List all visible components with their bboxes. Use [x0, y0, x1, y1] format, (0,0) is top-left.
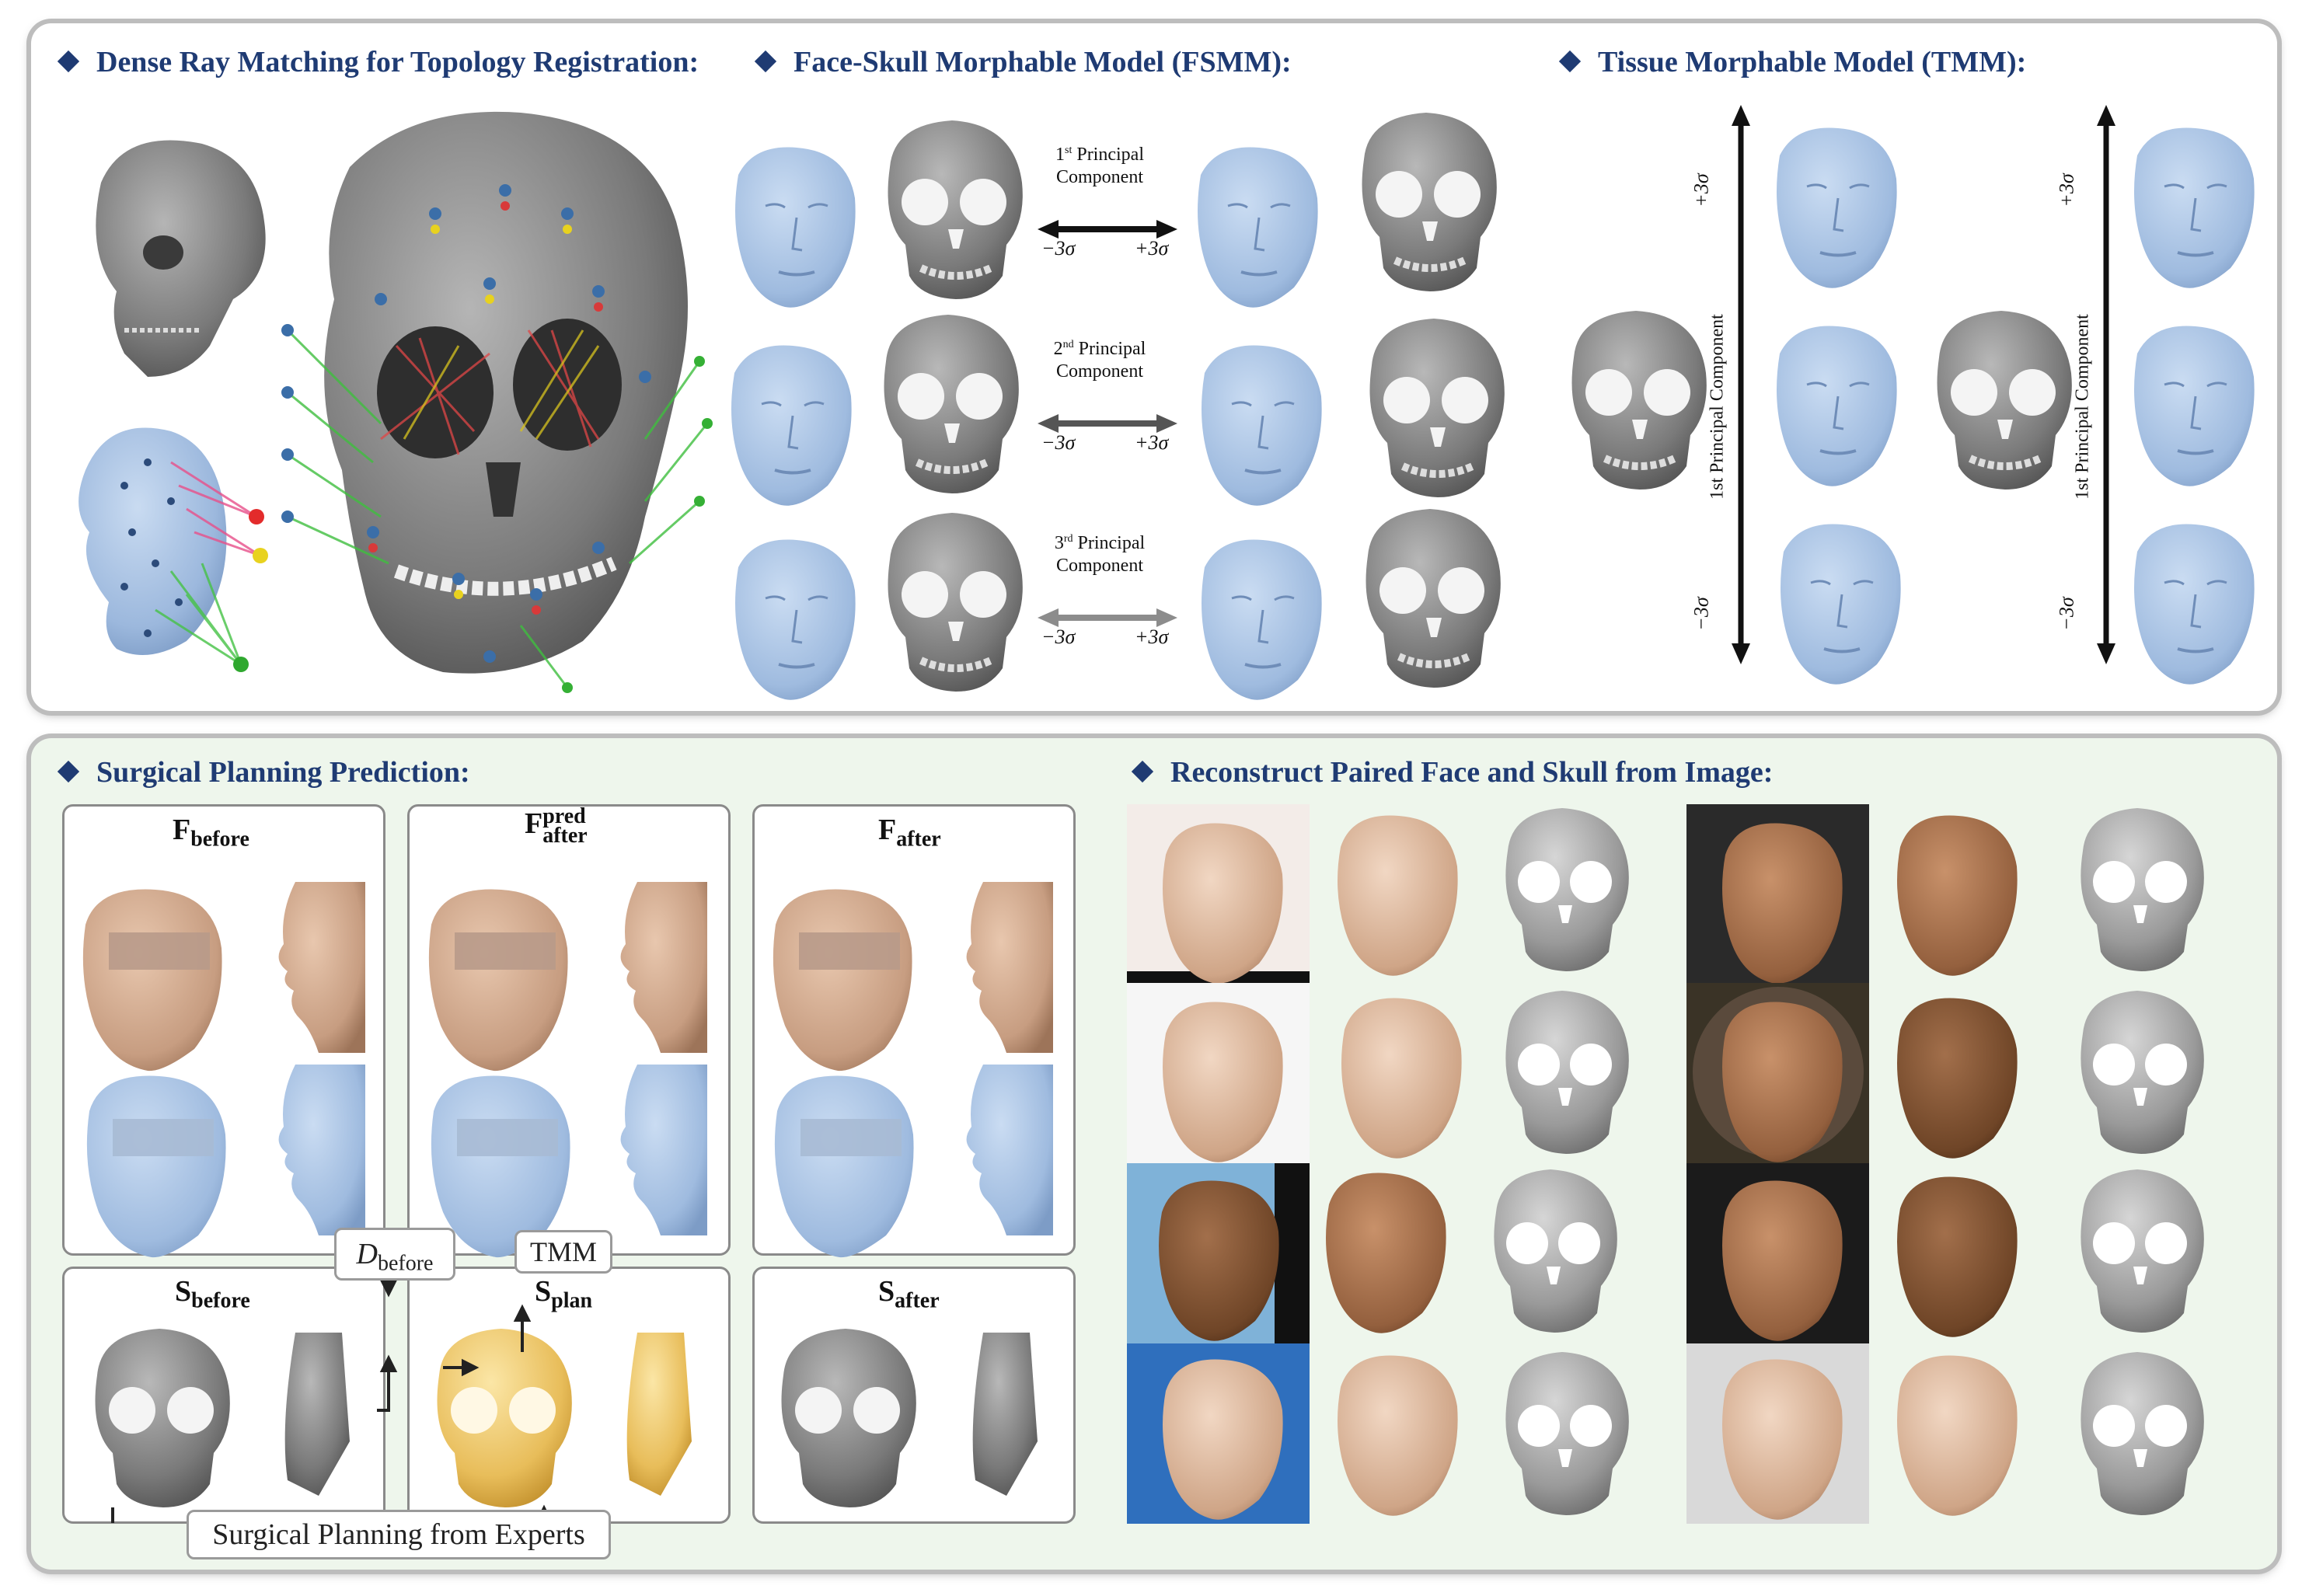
diamond-bullet-icon [754, 51, 777, 73]
fsmm-minus-sigma-3: −3σ [1041, 626, 1076, 648]
f-after-label: Fafter [878, 814, 941, 852]
dense-ray-illustration [78, 111, 713, 693]
recon-skull-woman-2 [1505, 1352, 1629, 1515]
s-plan-skull-side [626, 1333, 692, 1496]
s-before-skull-side [284, 1333, 350, 1496]
diamond-bullet-icon [57, 761, 80, 783]
recon-skull-baby [1505, 808, 1629, 971]
f-pred-mesh-side [620, 1065, 707, 1235]
tmm-face-1-bottom [1779, 522, 1903, 686]
surgical-renders [82, 882, 1053, 1523]
blur-eyes-icon [113, 1119, 214, 1156]
f-before-photo-side [278, 882, 365, 1053]
dense-ray-title: Dense Ray Matching for Topology Registra… [57, 45, 699, 79]
s-plan-skull-front [437, 1329, 572, 1507]
f-pred-photo-side [620, 882, 707, 1053]
fsmm-component-2-label: 2nd Principal Component [1053, 339, 1146, 382]
tmm-axis2-bottom: −3σ [2055, 597, 2078, 631]
s-before-label: Sbefore [175, 1275, 250, 1313]
recon-skull-portrait [2081, 991, 2204, 1154]
recon-skull-woman-1 [1505, 991, 1629, 1154]
blur-eyes-icon [109, 932, 210, 970]
tmm-axis1-label: 1st Principal Component [1707, 314, 1728, 500]
tmm-face-2-mid [2133, 324, 2256, 488]
fsmm-minus-sigma-2: −3σ [1041, 431, 1076, 454]
recon-face-man-1 [1326, 1173, 1446, 1333]
f-after-mesh-front [774, 1075, 914, 1258]
s-after-skull-side [972, 1333, 1038, 1496]
fsmm-title: Face-Skull Morphable Model (FSMM): [754, 45, 1292, 79]
tmm-tag: TMM [514, 1230, 612, 1274]
s-plan-label: Splan [535, 1275, 593, 1313]
f-before-mesh-front [86, 1075, 226, 1258]
fsmm-arrow-3 [1038, 608, 1177, 627]
recon-face-woman-5 [1897, 1355, 2018, 1516]
fsmm-arrow-2 [1038, 414, 1177, 433]
s-after-skull-front [781, 1329, 916, 1507]
side-skull-render [96, 140, 266, 378]
recon-skull-woman-5 [2081, 1352, 2204, 1515]
tmm-face-2-bottom [2133, 522, 2256, 686]
face-landmark-render [78, 427, 268, 672]
tmm-axis2-label: 1st Principal Component [2072, 314, 2093, 500]
large-skull-render [281, 111, 713, 693]
reconstruct-title: Reconstruct Paired Face and Skull from I… [1131, 755, 1773, 789]
fsmm-minus-sigma-1: −3σ [1041, 237, 1076, 260]
fsmm-component-1-label: 1st Principal Component [1055, 145, 1144, 187]
blur-eyes-icon [457, 1119, 558, 1156]
recon-face-portrait [1897, 998, 2018, 1159]
fsmm-plus-sigma-2: +3σ [1135, 431, 1169, 454]
bottom-panel: Surgical Planning Prediction: Reconstruc… [31, 738, 2277, 1570]
d-before-tag: Dbefore [334, 1228, 455, 1281]
diamond-bullet-icon [57, 51, 80, 73]
fsmm-plus-sigma-3: +3σ [1135, 626, 1169, 648]
blur-eyes-icon [800, 1119, 902, 1156]
recon-face-baby [1338, 815, 1458, 976]
diamond-bullet-icon [1558, 51, 1582, 73]
fsmm-row-1 [734, 113, 1497, 309]
f-before-label: Fbefore [173, 814, 249, 852]
tmm-title: Tissue Morphable Model (TMM): [1558, 45, 2026, 79]
recon-face-woman-4 [1897, 1176, 2018, 1337]
experts-tag: Surgical Planning from Experts [187, 1510, 611, 1559]
tmm-axis-2 [2097, 105, 2115, 664]
reconstruct-grid [1127, 804, 2204, 1524]
top-panel: Dense Ray Matching for Topology Registra… [31, 23, 2277, 711]
fsmm-grid [731, 89, 1531, 702]
s-after-label: Safter [878, 1275, 940, 1313]
f-before-photo-front [82, 889, 222, 1072]
tmm-face-2-top [2133, 126, 2256, 290]
recon-skull-woman-4 [2081, 1169, 2204, 1333]
f-after-photo-side [966, 882, 1053, 1053]
tmm-face-1-mid [1775, 324, 1899, 488]
recon-face-woman-3 [1897, 815, 2018, 976]
tmm-face-1-top [1775, 126, 1899, 290]
surgical-title: Surgical Planning Prediction: [57, 755, 470, 789]
blur-eyes-icon [799, 932, 900, 970]
tmm-skull-1 [1572, 311, 1707, 490]
diamond-bullet-icon [1131, 761, 1154, 783]
tmm-axis1-top: +3σ [1690, 173, 1713, 207]
recon-face-woman-1 [1341, 998, 1462, 1159]
s-before-skull-front [95, 1329, 230, 1507]
recon-skull-man-1 [1494, 1169, 1617, 1333]
tmm-axis1-bottom: −3σ [1690, 597, 1713, 631]
f-pred-photo-front [428, 889, 568, 1072]
tmm-axis-1 [1732, 105, 1750, 664]
tmm-axis2-top: +3σ [2055, 173, 2078, 207]
f-after-photo-front [773, 889, 912, 1072]
recon-skull-woman-3 [2081, 808, 2204, 971]
fsmm-arrow-1 [1038, 220, 1177, 239]
fsmm-plus-sigma-1: +3σ [1135, 237, 1169, 260]
f-after-mesh-side [966, 1065, 1053, 1235]
tmm-skull-2 [1938, 311, 2072, 490]
recon-face-woman-2 [1338, 1355, 1458, 1516]
tmm-illustration [1539, 105, 2256, 686]
f-before-mesh-side [278, 1065, 365, 1235]
fsmm-component-3-label: 3rd Principal Component [1054, 533, 1146, 576]
blur-eyes-icon [455, 932, 556, 970]
